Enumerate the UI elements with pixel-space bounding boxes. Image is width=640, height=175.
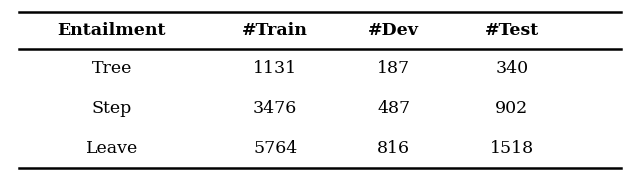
Text: 902: 902: [495, 100, 529, 117]
Text: #Test: #Test: [485, 22, 539, 39]
Text: 1131: 1131: [253, 60, 297, 77]
Text: #Dev: #Dev: [368, 22, 419, 39]
Text: Tree: Tree: [92, 60, 132, 77]
Text: #Train: #Train: [243, 22, 308, 39]
Text: 816: 816: [377, 140, 410, 157]
Text: Leave: Leave: [86, 140, 138, 157]
Text: 487: 487: [377, 100, 410, 117]
Text: 187: 187: [377, 60, 410, 77]
Text: 340: 340: [495, 60, 529, 77]
Text: Entailment: Entailment: [58, 22, 166, 39]
Text: 1518: 1518: [490, 140, 534, 157]
Text: Step: Step: [92, 100, 132, 117]
Text: 5764: 5764: [253, 140, 298, 157]
Text: 3476: 3476: [253, 100, 298, 117]
